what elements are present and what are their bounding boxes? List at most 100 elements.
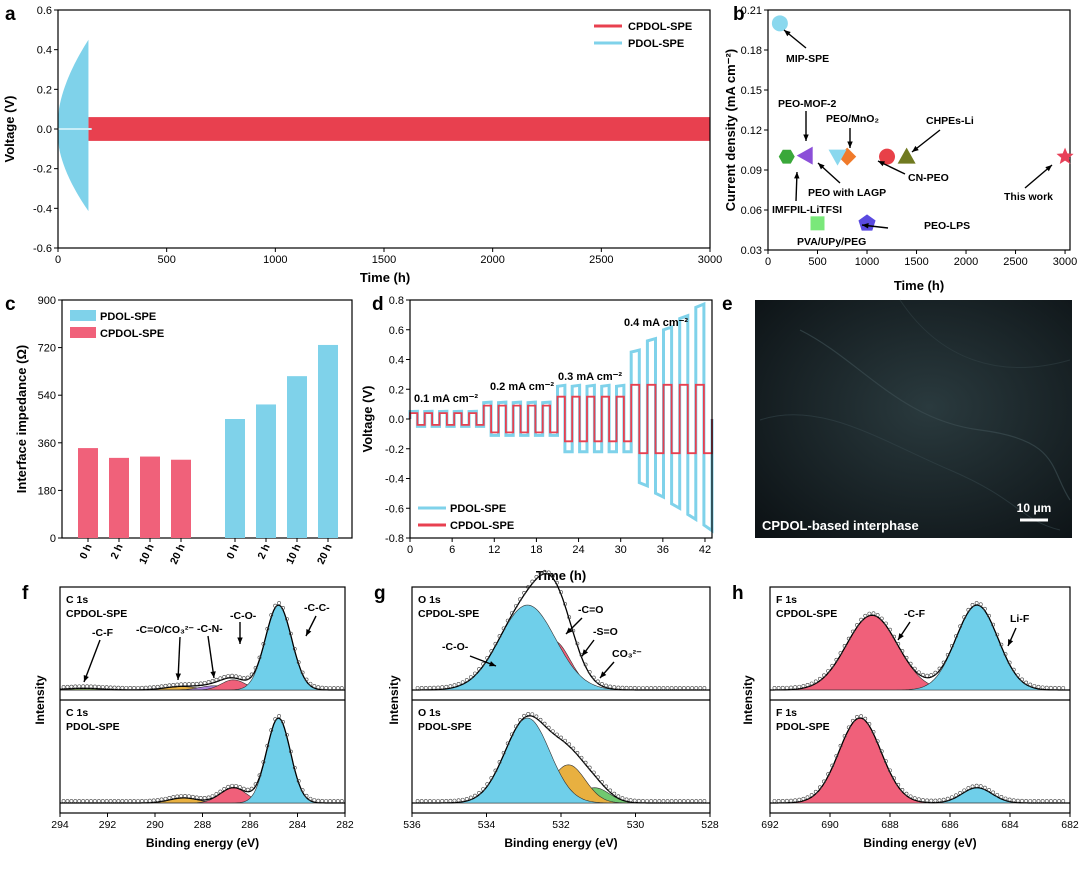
raw-data-point — [978, 602, 983, 607]
raw-data-point — [632, 798, 637, 803]
raw-data-point — [677, 799, 682, 803]
raw-data-point — [661, 686, 666, 690]
raw-data-point — [842, 734, 847, 738]
panel-a-y-tick-label: 0.4 — [37, 45, 52, 57]
raw-data-point — [136, 799, 140, 803]
raw-data-point — [604, 784, 608, 789]
raw-data-point — [908, 794, 913, 799]
raw-data-point — [954, 634, 958, 639]
raw-data-point — [587, 670, 592, 674]
raw-data-point — [542, 569, 547, 574]
annotation-arrow-head — [1045, 165, 1052, 172]
raw-data-point — [636, 798, 641, 803]
raw-data-point — [187, 794, 191, 799]
panel-a-y-tick-label: 0.6 — [37, 5, 52, 17]
xps-x-g-tick-label: 528 — [701, 819, 719, 831]
raw-data-point — [423, 799, 428, 803]
xps-bottom-sample: PDOL-SPE — [776, 721, 830, 733]
current-annotation-2: 0.3 mA cm⁻² — [558, 371, 622, 383]
raw-data-point — [464, 678, 469, 682]
panel-b-xlabel: Time (h) — [894, 278, 944, 293]
raw-data-point — [657, 686, 662, 690]
raw-data-point — [175, 794, 180, 799]
panel-c-ylabel: Interface impedance (Ω) — [14, 345, 29, 493]
marker-PEO with LAGP — [828, 149, 847, 166]
raw-data-point — [941, 660, 946, 665]
raw-data-point — [628, 686, 633, 690]
raw-data-point — [987, 613, 991, 618]
raw-data-point — [579, 755, 584, 760]
marker-PEO-LPS — [858, 214, 876, 231]
annotation-arrow-head — [83, 675, 89, 682]
raw-data-point — [830, 663, 835, 668]
panel-b-y-tick-label: 0.03 — [741, 245, 762, 257]
series-cpdol-wave — [409, 383, 713, 455]
xps-x-h-tick-label: 690 — [821, 819, 839, 831]
raw-data-point — [1015, 673, 1020, 678]
raw-data-point — [436, 799, 440, 803]
raw-data-point — [522, 591, 527, 595]
panel-b-x-tick-label: 0 — [765, 256, 771, 268]
micrograph-caption: CPDOL-based interphase — [762, 518, 919, 533]
raw-data-point — [702, 799, 707, 803]
raw-data-point — [257, 655, 262, 660]
raw-data-point — [312, 684, 317, 688]
raw-data-point — [776, 799, 781, 803]
panel-c-y-tick-label: 540 — [38, 390, 56, 402]
legend-label-PDOL-SPE: PDOL-SPE — [628, 38, 684, 50]
raw-data-point — [501, 750, 506, 755]
annotation-arrow-head — [912, 145, 919, 152]
raw-data-point — [147, 798, 152, 803]
panel-d-y-tick-label: -0.4 — [385, 474, 404, 486]
panel-d-y-tick-label: 0.6 — [389, 325, 404, 337]
raw-data-point — [312, 798, 317, 803]
raw-data-point — [124, 685, 129, 690]
raw-data-point — [296, 779, 301, 783]
raw-data-point — [505, 741, 510, 746]
raw-data-point — [817, 676, 822, 681]
raw-data-point — [292, 646, 297, 651]
raw-data-point — [628, 798, 633, 803]
raw-data-point — [904, 791, 909, 796]
raw-data-point — [518, 597, 522, 602]
raw-data-point — [641, 686, 645, 690]
bar-CPDOL-SPE-10 h — [140, 456, 160, 538]
raw-data-point — [538, 571, 543, 576]
raw-data-point — [653, 686, 658, 690]
panel-d-y-tick-label: 0.8 — [389, 295, 404, 307]
raw-data-point — [896, 641, 901, 646]
raw-data-point — [85, 684, 89, 689]
raw-data-point — [1044, 799, 1049, 803]
annotation-arrow-head — [847, 141, 853, 148]
annotation-arrow-head — [803, 134, 809, 141]
raw-data-point — [624, 685, 629, 690]
panel-a-y-tick-label: 0.0 — [37, 124, 52, 136]
raw-data-point — [620, 796, 625, 801]
raw-data-point — [604, 683, 608, 688]
xps-x-f-tick-label: 284 — [289, 819, 307, 831]
panel-d-y-tick-label: 0.2 — [389, 384, 404, 396]
raw-data-point — [332, 686, 336, 690]
raw-data-point — [620, 685, 625, 690]
raw-data-point — [1020, 677, 1024, 682]
raw-data-point — [846, 636, 851, 641]
xps-x-h-tick-label: 692 — [761, 819, 779, 831]
raw-data-point — [645, 799, 649, 803]
raw-data-point — [501, 626, 506, 631]
raw-data-point — [69, 799, 74, 803]
raw-data-point — [155, 684, 160, 689]
raw-data-point — [448, 798, 453, 803]
raw-data-point — [241, 786, 246, 791]
raw-data-point — [194, 681, 199, 686]
legend-label-PDOL-SPE: PDOL-SPE — [450, 503, 506, 515]
panel-c-y-tick-label: 0 — [50, 533, 56, 545]
raw-data-point — [198, 681, 203, 686]
peak-label-0: -C-F — [92, 627, 114, 639]
raw-data-point — [206, 795, 211, 800]
xps-top-sample: CPDOL-SPE — [418, 608, 479, 620]
raw-data-point — [933, 798, 938, 803]
panel-label-h: h — [732, 583, 744, 604]
raw-data-point — [600, 682, 604, 686]
raw-data-point — [780, 799, 785, 803]
raw-data-point — [1020, 798, 1024, 803]
